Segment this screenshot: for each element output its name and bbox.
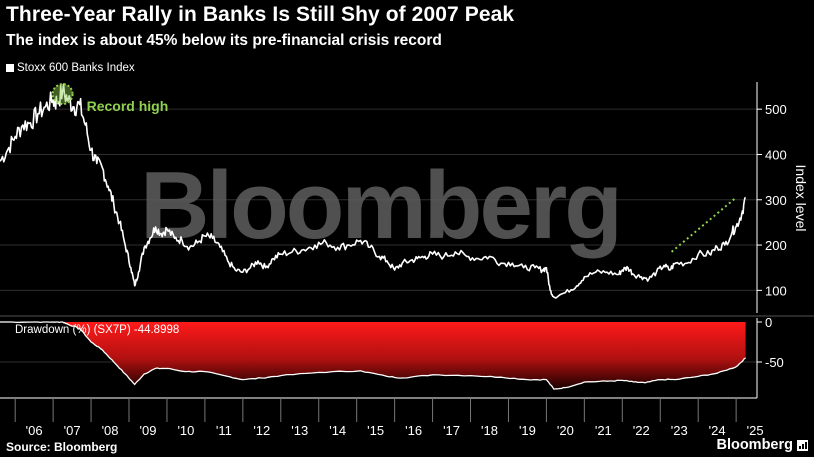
x-tick-label: '14 [329, 423, 346, 438]
x-tick-label: '22 [633, 423, 650, 438]
x-tick-label: '21 [595, 423, 612, 438]
x-tick-label: '08 [102, 423, 119, 438]
axes: 100 200 300 400 500 0 -50 '06 '07 '08 '09 '10 '11 '12… [0, 82, 814, 438]
x-tick-label: '07 [64, 423, 81, 438]
legend-swatch [6, 64, 14, 72]
y-tick-label: 200 [765, 238, 787, 253]
drawdown-plot [0, 321, 757, 390]
x-tick-label: '17 [443, 423, 460, 438]
bar-chart-icon [797, 439, 808, 451]
x-tick-label: '13 [291, 423, 308, 438]
x-tick-label: '06 [26, 423, 43, 438]
x-tick-label: '20 [557, 423, 574, 438]
x-tick-label: '25 [747, 423, 764, 438]
y-tick-label: 400 [765, 147, 787, 162]
main-grid [0, 108, 757, 291]
x-tick-label: '10 [177, 423, 194, 438]
x-tick-label: '15 [367, 423, 384, 438]
x-tick-label: '18 [481, 423, 498, 438]
dd-y-tick-label: 0 [765, 315, 772, 330]
y-axis-label: Index level [793, 165, 809, 232]
legend-main: Stoxx 600 Banks Index [6, 62, 135, 74]
y-tick-label: 100 [765, 283, 787, 298]
main-plot: Record high [0, 83, 746, 299]
y-tick-label: 500 [765, 102, 787, 117]
main-series-line [0, 83, 746, 299]
y-tick-label: 300 [765, 193, 787, 208]
bloomberg-watermark: Bloomberg [140, 152, 620, 259]
x-tick-label: '12 [253, 423, 270, 438]
x-tick-label: '24 [709, 423, 726, 438]
dd-y-tick-label: -50 [765, 355, 784, 370]
x-tick-label: '23 [671, 423, 688, 438]
x-tick-label: '11 [216, 423, 232, 438]
x-tick-label: '19 [519, 423, 536, 438]
record-high-marker [51, 83, 74, 106]
source-note: Source: Bloomberg [6, 440, 118, 454]
x-tick-label: '09 [140, 423, 157, 438]
trend-line [670, 196, 737, 253]
chart-subtitle: The index is about 45% below its pre-fin… [6, 32, 442, 49]
chart-title: Three-Year Rally in Banks Is Still Shy o… [6, 3, 515, 26]
drawdown-area [0, 322, 746, 390]
record-high-label: Record high [87, 98, 169, 114]
x-tick-label: '16 [405, 423, 422, 438]
legend-label-drawdown: Drawdown (%) (SX7P) -44.8998 [15, 324, 179, 336]
drawdown-line [0, 321, 746, 390]
brand-text: Bloomberg [716, 437, 793, 453]
brand-logo: Bloomberg [716, 437, 808, 453]
legend-label-main: Stoxx 600 Banks Index [17, 62, 135, 74]
